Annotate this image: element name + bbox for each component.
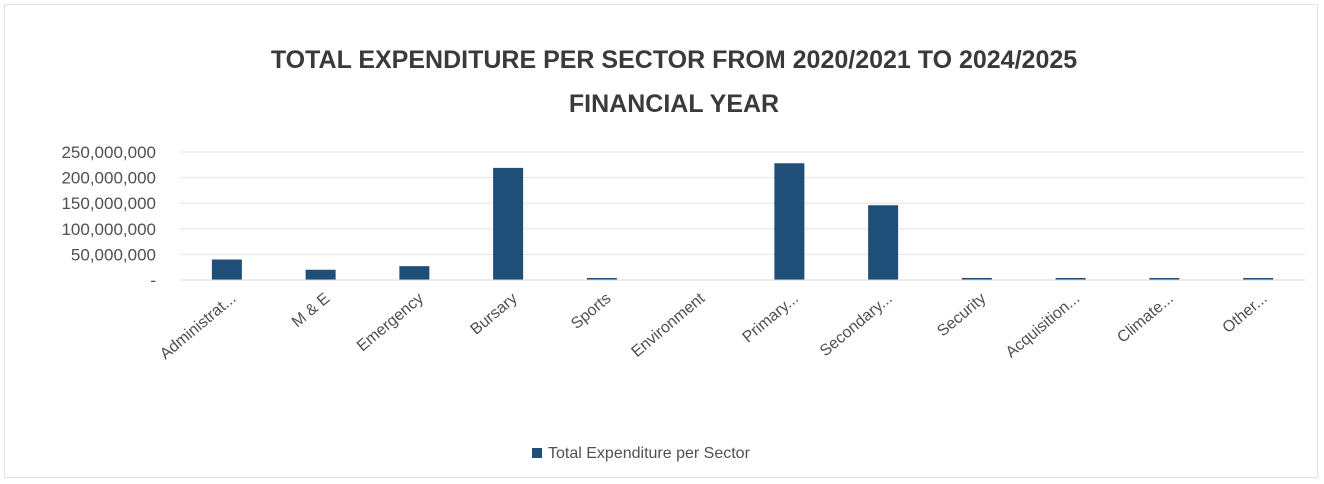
x-category-label: M & E [289, 290, 333, 331]
x-category-label: Bursary [468, 290, 521, 338]
legend-swatch [532, 448, 542, 458]
bar [1055, 277, 1086, 280]
x-category-label: Security [934, 290, 989, 340]
x-category-label: Acquisition... [1003, 290, 1083, 361]
legend: Total Expenditure per Sector [532, 445, 751, 462]
bar [774, 163, 805, 280]
bar [586, 278, 617, 280]
x-category-label: Primary... [739, 290, 801, 346]
chart-title-line-2: FINANCIAL YEAR [569, 90, 779, 118]
bar [1243, 278, 1274, 280]
bar [305, 269, 336, 280]
bar [493, 167, 524, 280]
y-axis-tick-labels: - 50,000,000 100,000,000 150,000,000 200,000… [61, 143, 156, 290]
chart-title-line-1: TOTAL EXPENDITURE PER SECTOR FROM 2020/2… [271, 46, 1077, 74]
x-axis-category-labels: Administrat... M & E Emergency Bursary Sport… [157, 290, 1271, 363]
x-category-label: Environment [628, 290, 708, 361]
bar [211, 259, 242, 280]
x-category-label: Secondary... [817, 290, 896, 360]
bar [399, 266, 430, 280]
bar [1149, 278, 1180, 280]
legend-label: Total Expenditure per Sector [548, 445, 751, 462]
chart-frame [4, 4, 1318, 478]
x-category-label: Administrat... [157, 290, 239, 363]
y-tick-label: 150,000,000 [61, 194, 156, 213]
bars [211, 163, 1274, 280]
x-category-label: Other... [1220, 290, 1271, 337]
y-tick-label: 200,000,000 [61, 169, 156, 188]
bar [868, 205, 899, 280]
x-category-label: Climate... [1114, 290, 1177, 346]
x-category-label: Emergency [354, 290, 427, 355]
x-category-label: Sports [568, 290, 614, 333]
bar [961, 277, 992, 280]
y-tick-label: 50,000,000 [71, 245, 156, 264]
y-tick-label: - [150, 271, 156, 290]
y-tick-label: 100,000,000 [61, 220, 156, 239]
chart-title: TOTAL EXPENDITURE PER SECTOR FROM 2020/2… [271, 46, 1077, 118]
y-tick-label: 250,000,000 [61, 143, 156, 162]
gridlines [180, 151, 1305, 255]
